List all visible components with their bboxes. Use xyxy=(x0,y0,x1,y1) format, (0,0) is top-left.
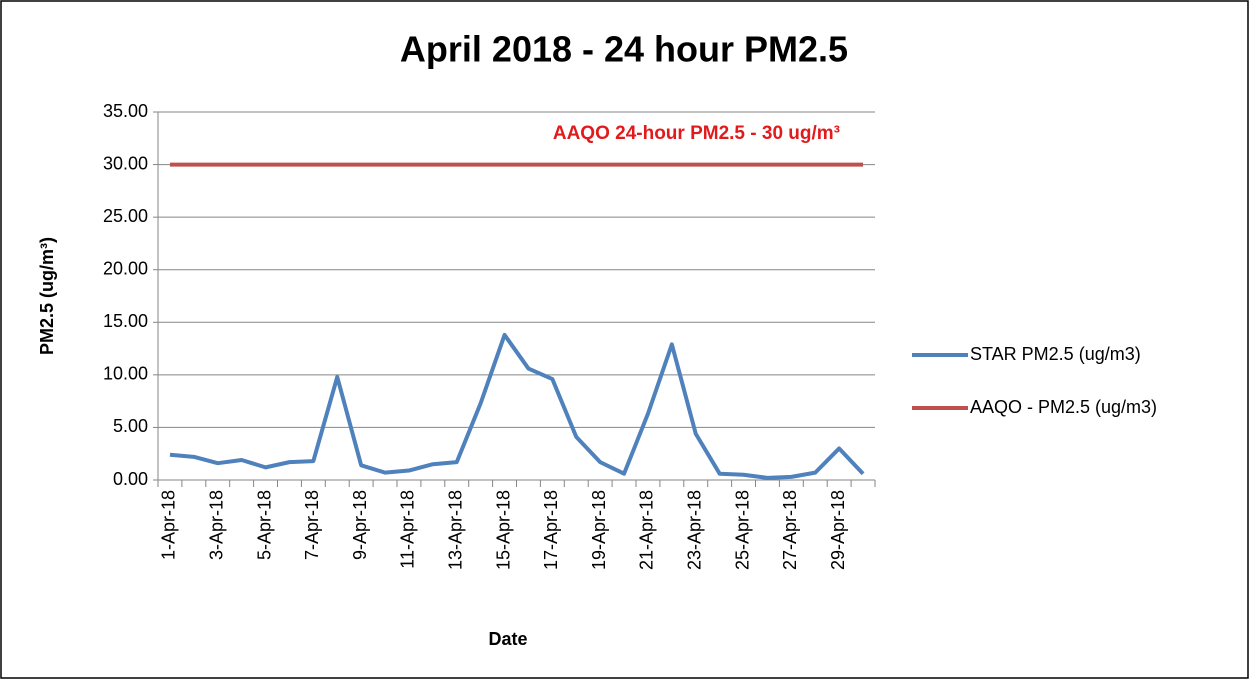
y-tick-label: 35.00 xyxy=(103,101,148,121)
x-tick-label: 3-Apr-18 xyxy=(207,490,227,560)
x-tick-label: 21-Apr-18 xyxy=(637,490,657,570)
annotation: AAQO 24-hour PM2.5 - 30 ug/m³ xyxy=(553,123,840,144)
legend-label: STAR PM2.5 (ug/m3) xyxy=(970,344,1141,364)
x-tick-label: 7-Apr-18 xyxy=(302,490,322,560)
x-tick-label: 11-Apr-18 xyxy=(398,490,418,569)
x-tick-label: 17-Apr-18 xyxy=(541,490,561,570)
y-tick-label: 15.00 xyxy=(103,311,148,331)
legend-label: AAQO - PM2.5 (ug/m3) xyxy=(970,397,1157,417)
chart-title: April 2018 - 24 hour PM2.5 xyxy=(400,29,848,70)
x-tick-label: 23-Apr-18 xyxy=(685,490,705,570)
x-tick-label: 9-Apr-18 xyxy=(350,490,370,560)
y-tick-label: 0.00 xyxy=(113,469,148,489)
y-tick-label: 10.00 xyxy=(103,364,148,384)
x-tick-label: 15-Apr-18 xyxy=(493,490,513,570)
y-tick-label: 20.00 xyxy=(103,258,148,278)
x-tick-label: 25-Apr-18 xyxy=(732,490,752,570)
series-line xyxy=(169,332,865,480)
x-tick-label: 27-Apr-18 xyxy=(780,490,800,570)
x-axis-label: Date xyxy=(488,629,527,649)
y-tick-label: 30.00 xyxy=(103,153,148,173)
y-tick-label: 25.00 xyxy=(103,206,148,226)
x-tick-label: 13-Apr-18 xyxy=(446,490,466,570)
x-tick-label: 1-Apr-18 xyxy=(159,490,179,560)
x-tick-label: 29-Apr-18 xyxy=(828,490,848,570)
x-tick-label: 5-Apr-18 xyxy=(254,490,274,560)
y-tick-label: 5.00 xyxy=(113,416,148,436)
x-tick-label: 19-Apr-18 xyxy=(589,490,609,570)
y-axis-label: PM2.5 (ug/m³) xyxy=(37,237,57,355)
